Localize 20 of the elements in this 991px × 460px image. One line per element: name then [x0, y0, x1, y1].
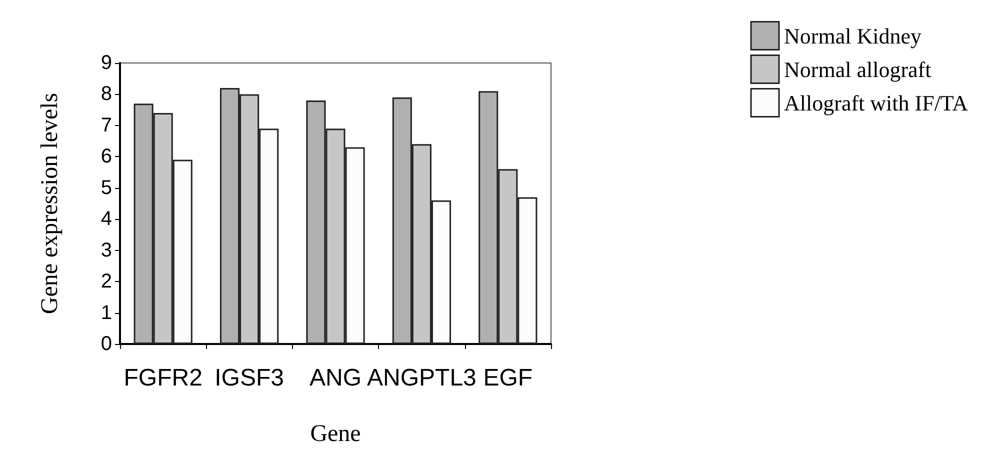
- y-tick-label: 7: [100, 114, 112, 136]
- y-tick-label: 2: [100, 270, 112, 293]
- x-axis-title: Gene: [310, 421, 361, 447]
- y-axis-title: Gene expression levels: [37, 92, 63, 314]
- legend-label: Normal allograft: [784, 56, 932, 82]
- y-tick-label: 6: [100, 146, 112, 168]
- y-tick-label: 4: [100, 208, 112, 230]
- y-tick-label: 9: [100, 52, 112, 74]
- y-tick-label: 5: [100, 176, 112, 199]
- legend-label: Allograft with IF/TA: [784, 90, 968, 116]
- x-tick-label: IGSF3: [214, 364, 284, 392]
- legend-label: Normal Kidney: [784, 23, 922, 48]
- x-tick-label: FGFR2: [124, 364, 202, 392]
- x-tick-label: EGF: [483, 364, 533, 392]
- y-tick-label: 3: [100, 239, 112, 262]
- x-tick-label: ANG: [309, 364, 362, 392]
- y-tick-label: 1: [100, 302, 112, 324]
- y-tick-label: 8: [100, 83, 112, 106]
- x-tick-label: ANGPTL3: [367, 364, 476, 392]
- y-tick-label: 0: [100, 333, 112, 355]
